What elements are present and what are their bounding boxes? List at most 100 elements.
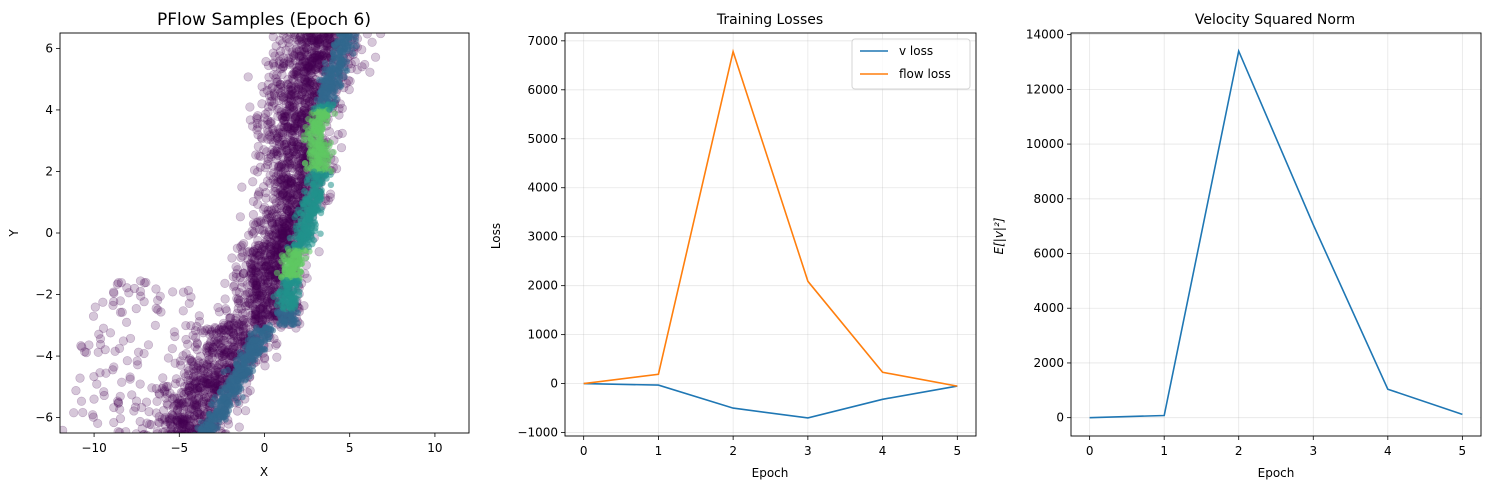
scatter-point xyxy=(214,350,225,360)
losses-grid xyxy=(565,33,976,436)
scatter-point xyxy=(275,79,285,89)
scatter-point xyxy=(190,388,200,398)
scatter-point xyxy=(292,141,302,151)
scatter-point xyxy=(307,71,317,82)
scatter-point xyxy=(304,62,314,72)
scatter-point-dense xyxy=(212,417,219,424)
scatter-point xyxy=(265,271,275,281)
scatter-point xyxy=(333,129,343,140)
scatter-point xyxy=(185,381,195,391)
scatter-point xyxy=(314,247,324,257)
scatter-point xyxy=(279,33,288,36)
scatter-point xyxy=(250,292,260,302)
scatter-point xyxy=(273,150,283,161)
scatter-point xyxy=(203,359,213,369)
scatter-point xyxy=(300,75,311,85)
scatter-point xyxy=(280,227,291,238)
scatter-point xyxy=(279,111,289,121)
scatter-point xyxy=(226,334,236,345)
scatter-point xyxy=(263,310,273,320)
scatter-point-dense xyxy=(296,269,304,276)
scatter-point xyxy=(284,104,295,114)
scatter-point xyxy=(89,394,99,404)
scatter-point xyxy=(261,260,272,270)
scatter-point xyxy=(268,174,278,184)
scatter-point xyxy=(276,175,286,186)
scatter-point xyxy=(185,410,195,421)
scatter-point xyxy=(193,361,203,371)
scatter-point xyxy=(284,97,294,107)
scatter-point xyxy=(278,115,288,126)
scatter-point xyxy=(219,318,229,328)
scatter-point xyxy=(159,405,169,416)
scatter-point xyxy=(280,122,290,132)
scatter-point xyxy=(235,336,245,347)
scatter-point xyxy=(213,337,223,347)
xtick-label: 1 xyxy=(655,444,663,458)
scatter-point xyxy=(184,382,195,392)
scatter-point xyxy=(260,309,270,320)
scatter-point-dense xyxy=(211,394,219,401)
scatter-point xyxy=(233,296,243,306)
scatter-point xyxy=(231,272,241,282)
scatter-point xyxy=(166,429,176,433)
losses-yticks: −1000 0 1000 2000 3000 4000 5000 6000 7000 xyxy=(517,34,565,440)
scatter-point xyxy=(185,354,195,364)
scatter-point xyxy=(262,160,273,170)
scatter-point xyxy=(187,381,197,391)
scatter-point xyxy=(248,278,258,288)
scatter-point xyxy=(216,345,226,356)
scatter-point xyxy=(264,270,274,280)
scatter-point xyxy=(213,302,223,313)
scatter-point xyxy=(277,190,287,200)
scatter-point xyxy=(210,376,220,386)
scatter-point-dense xyxy=(321,89,328,96)
scatter-point-dense xyxy=(221,394,228,401)
scatter-point xyxy=(260,298,270,309)
scatter-point-dense xyxy=(323,77,330,84)
scatter-point xyxy=(268,33,278,42)
scatter-point xyxy=(227,253,237,263)
scatter-point xyxy=(283,156,293,166)
scatter-point xyxy=(267,217,277,227)
scatter-point xyxy=(253,199,263,209)
scatter-point xyxy=(247,264,257,274)
scatter-yticks: −6 −4 −2 0 2 4 6 xyxy=(35,41,60,425)
scatter-point xyxy=(304,96,315,107)
xtick-label: 5 xyxy=(346,441,354,455)
scatter-point-dense xyxy=(329,49,337,57)
scatter-point xyxy=(231,269,241,279)
scatter-point xyxy=(270,224,280,234)
scatter-point xyxy=(289,126,299,136)
scatter-point xyxy=(236,242,246,252)
scatter-point xyxy=(251,281,261,291)
scatter-point xyxy=(324,34,335,44)
scatter-point xyxy=(247,268,258,278)
scatter-point xyxy=(296,153,306,164)
scatter-point xyxy=(288,126,298,136)
scatter-point xyxy=(303,44,313,55)
scatter-point xyxy=(135,379,145,389)
scatter-point xyxy=(258,287,268,298)
scatter-point xyxy=(301,77,311,87)
xtick-label: 0 xyxy=(261,441,269,455)
scatter-point xyxy=(315,34,325,44)
scatter-point xyxy=(301,92,311,102)
scatter-point xyxy=(263,127,274,137)
xtick-label: 4 xyxy=(879,444,887,458)
scatter-point xyxy=(283,145,293,155)
scatter-point xyxy=(260,272,271,282)
scatter-point xyxy=(229,336,239,346)
scatter-point xyxy=(282,204,292,214)
scatter-point xyxy=(251,248,261,258)
scatter-point xyxy=(266,285,276,295)
scatter-point xyxy=(263,60,274,71)
scatter-point xyxy=(268,276,278,286)
scatter-point xyxy=(288,195,298,206)
scatter-point xyxy=(280,218,291,229)
scatter-point-dense xyxy=(296,288,303,295)
xtick-label: 0 xyxy=(580,444,588,458)
xtick-label: 5 xyxy=(1459,444,1467,458)
scatter-point xyxy=(257,133,267,144)
scatter-point xyxy=(295,166,305,176)
